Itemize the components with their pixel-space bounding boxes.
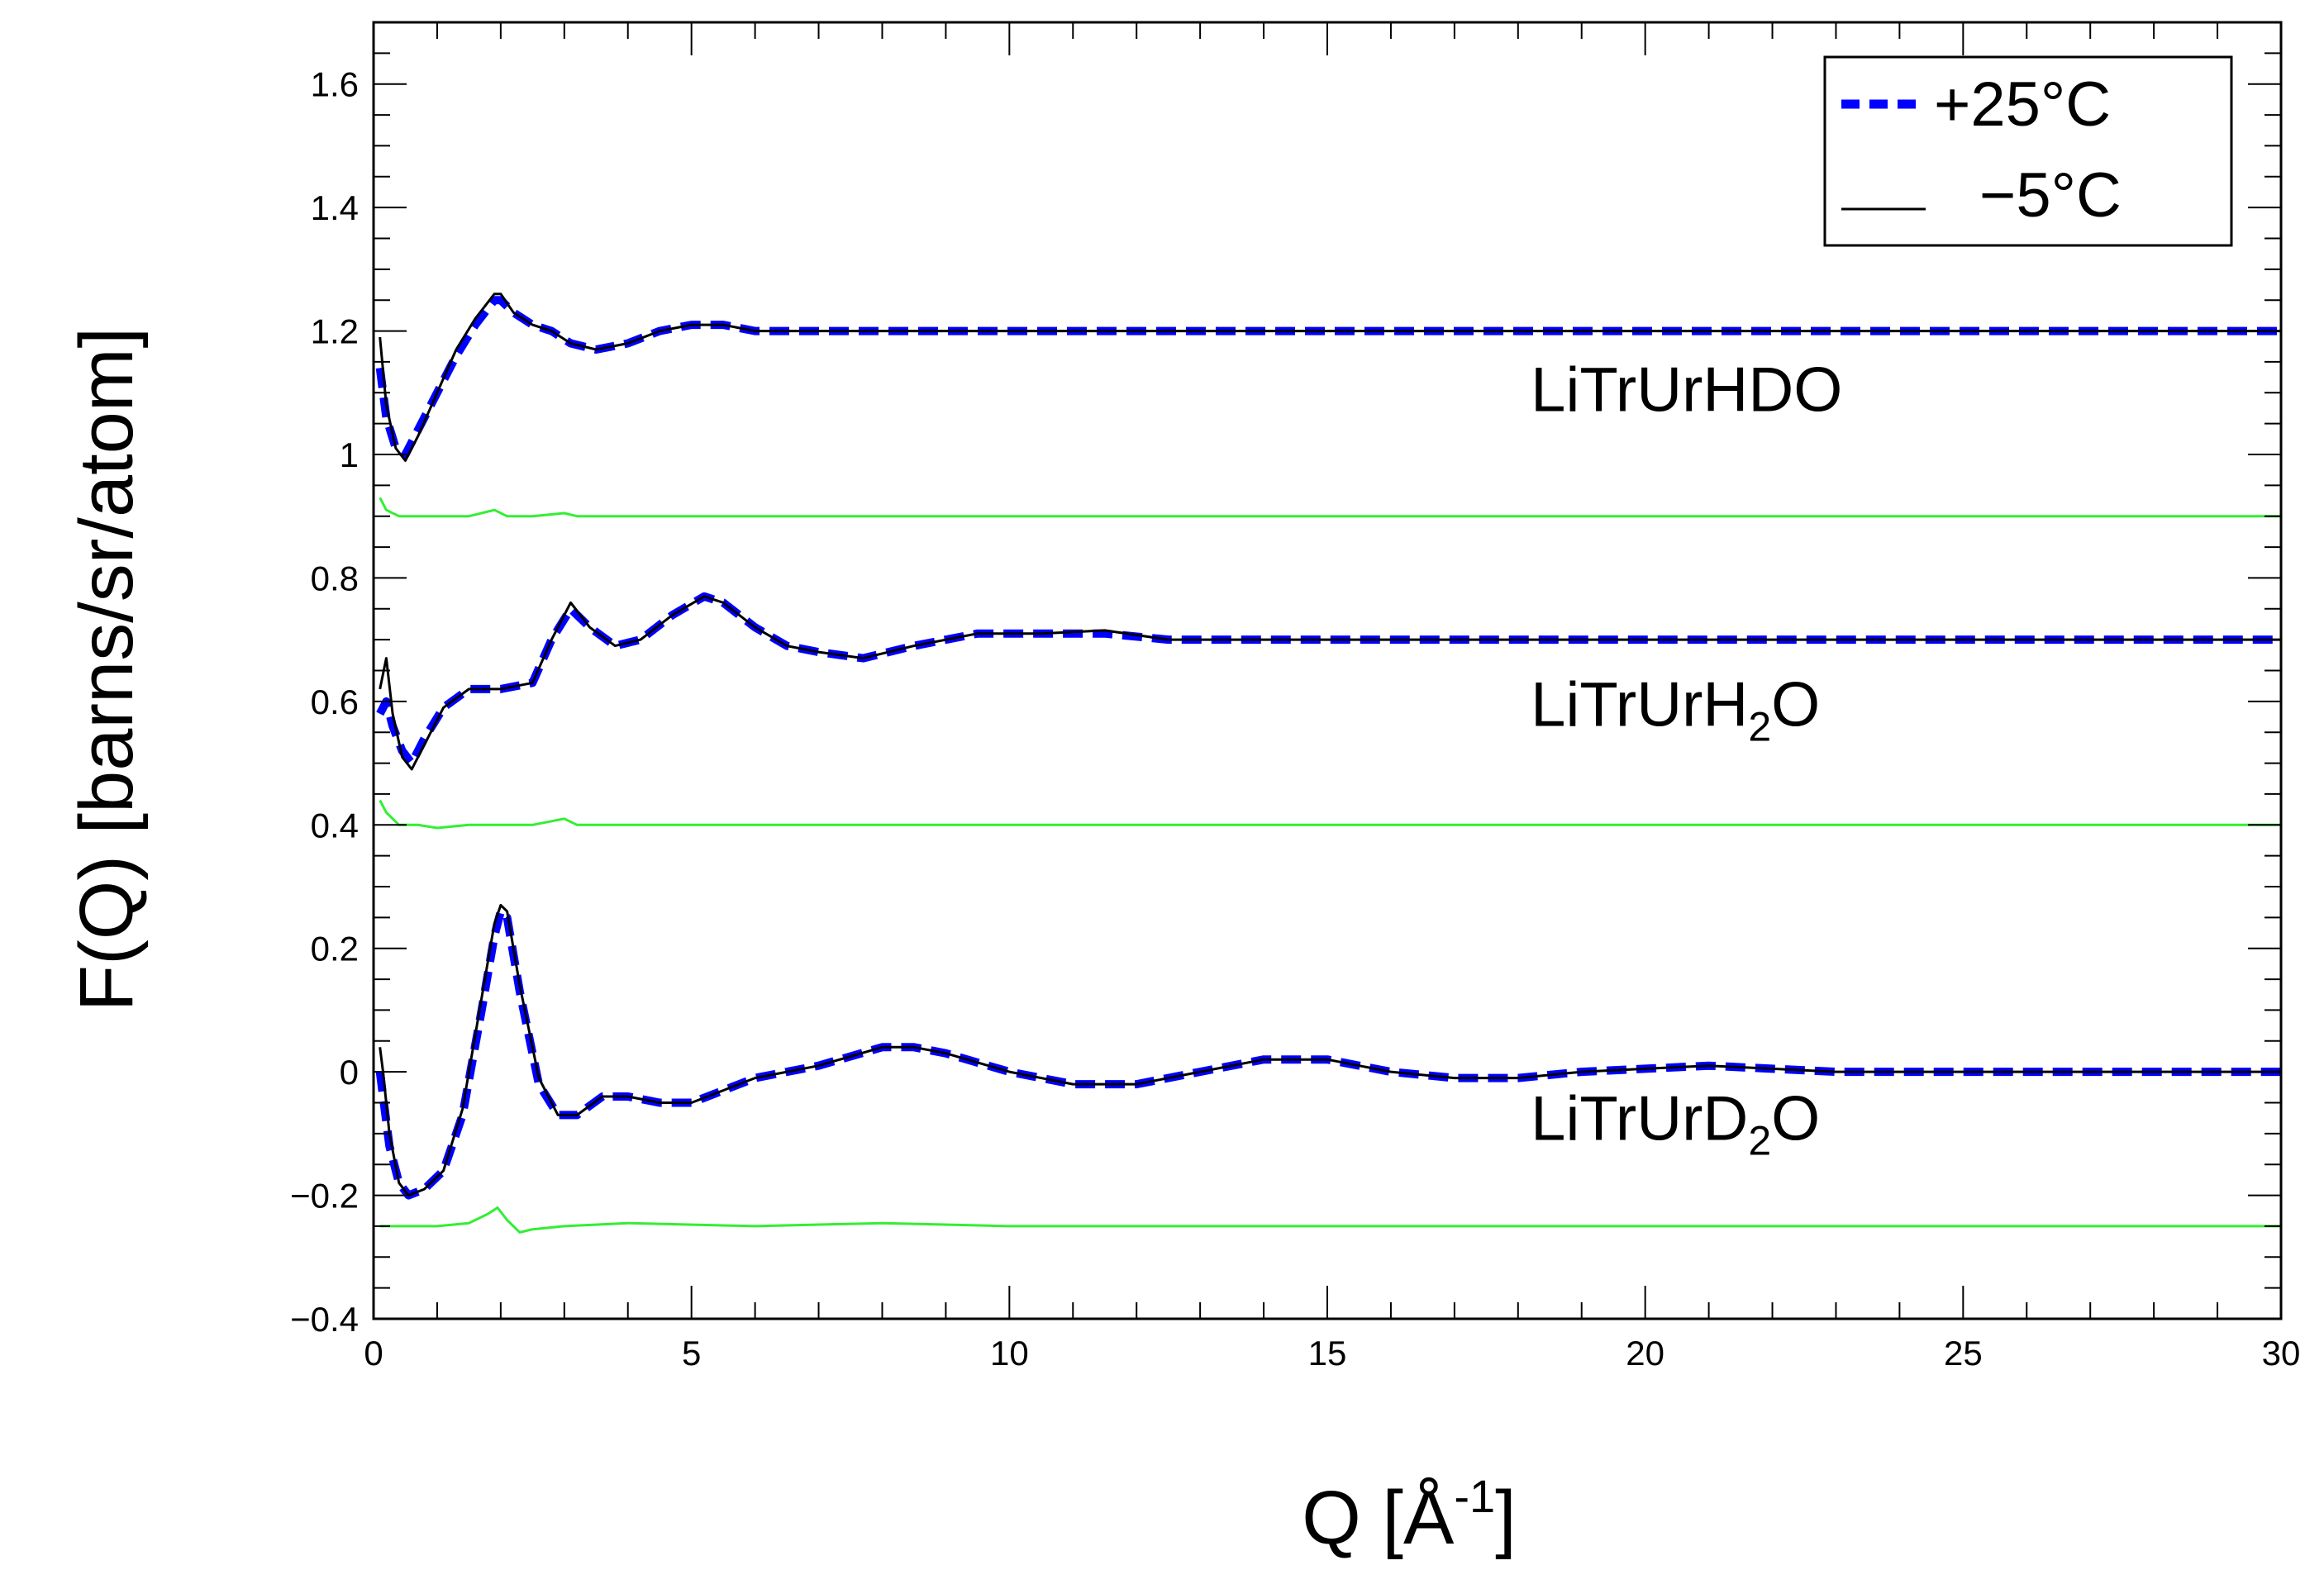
- curve-label-tail: O: [1771, 670, 1820, 740]
- x-axis-title-close: ]: [1495, 1476, 1517, 1560]
- curve-label-main: LiTrUrHDO: [1531, 355, 1842, 426]
- y-tick-label: 1.2: [311, 312, 359, 351]
- legend-box: [1823, 55, 2233, 247]
- legend-label-warm: +25°C: [1934, 69, 2111, 140]
- x-axis-title: Q [Å-1]: [1302, 1470, 1516, 1560]
- y-tick-label: 0.4: [311, 806, 359, 844]
- y-tick-label: 0.8: [311, 559, 359, 597]
- series-7-litrurd2o-cold: [379, 903, 2281, 1197]
- x-tick-label: 5: [682, 1334, 701, 1373]
- x-axis-title-main: Q [Å: [1302, 1476, 1455, 1560]
- series-5-litrurh2o-difference: [379, 799, 2281, 830]
- curve-label-tail: O: [1771, 1083, 1820, 1154]
- curve-label: LiTrUrH2O: [1531, 670, 1820, 750]
- x-tick-label: 20: [1626, 1334, 1664, 1373]
- y-tick-label: −0.4: [290, 1300, 359, 1339]
- y-axis-title: F(Q) [barns/sr/atom]: [64, 327, 149, 1011]
- x-tick-label: 25: [1944, 1334, 1983, 1373]
- x-tick-label: 15: [1308, 1334, 1347, 1373]
- x-axis-title-sup: -1: [1454, 1470, 1495, 1522]
- y-tick-label: 1.4: [311, 188, 359, 227]
- legend: +25°C −5°C: [1823, 55, 2233, 247]
- curve-label-main: LiTrUrD: [1531, 1083, 1748, 1154]
- x-tick-label: 30: [2262, 1334, 2301, 1373]
- x-tick-label: 10: [990, 1334, 1029, 1373]
- y-tick-label: 0: [340, 1053, 359, 1092]
- y-tick-label: 1.6: [311, 65, 359, 104]
- y-tick-label: 0.2: [311, 930, 359, 968]
- series-1-litrurhdo-cold: [379, 293, 2281, 462]
- x-axis: 0 5 10 15 20 25 30: [364, 22, 2300, 1373]
- series-8-litrurd2o-difference: [379, 1206, 2281, 1234]
- legend-label-cold: −5°C: [1979, 160, 2122, 231]
- y-tick-label: −0.2: [290, 1177, 359, 1216]
- curve-label-subscript: 2: [1748, 1117, 1771, 1163]
- curve-label-subscript: 2: [1748, 704, 1771, 750]
- curve-label: LiTrUrHDO: [1531, 355, 1842, 426]
- curve-label-main: LiTrUrH: [1531, 670, 1748, 740]
- y-tick-label: 0.6: [311, 683, 359, 721]
- series-2-litrurhdo-difference: [379, 497, 2281, 518]
- curve-label: LiTrUrD2O: [1531, 1083, 1820, 1163]
- x-tick-label: 0: [364, 1334, 383, 1373]
- y-axis: −0.4 −0.2 0 0.2 0.4 0.6 0.8 1 1.2 1.4 1.6: [290, 21, 2281, 1339]
- series-layer: [375, 293, 2281, 1234]
- y-tick-label: 1: [340, 435, 359, 474]
- series-4-litrurh2o-cold: [379, 595, 2281, 771]
